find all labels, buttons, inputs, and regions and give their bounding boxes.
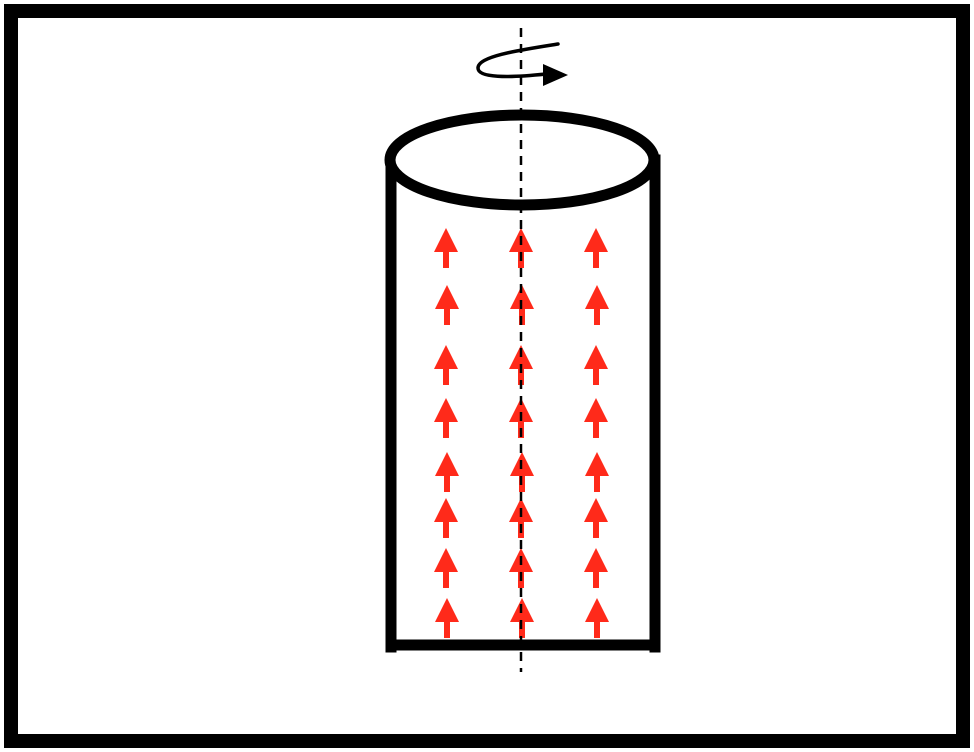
field-arrow [584, 228, 608, 268]
field-arrow [434, 548, 458, 588]
field-arrow [434, 228, 458, 268]
field-arrow [585, 285, 609, 325]
field-arrow [584, 498, 608, 538]
field-arrow [435, 598, 459, 638]
field-arrow [434, 398, 458, 438]
field-arrow [584, 398, 608, 438]
field-arrow [435, 285, 459, 325]
field-arrows [434, 228, 609, 638]
field-arrow [585, 598, 609, 638]
field-arrow [435, 452, 459, 492]
field-arrow [434, 345, 458, 385]
field-arrow [434, 498, 458, 538]
field-arrow [584, 548, 608, 588]
field-arrow [585, 452, 609, 492]
field-arrow [584, 345, 608, 385]
counterclockwise-arrow-icon [476, 42, 568, 86]
